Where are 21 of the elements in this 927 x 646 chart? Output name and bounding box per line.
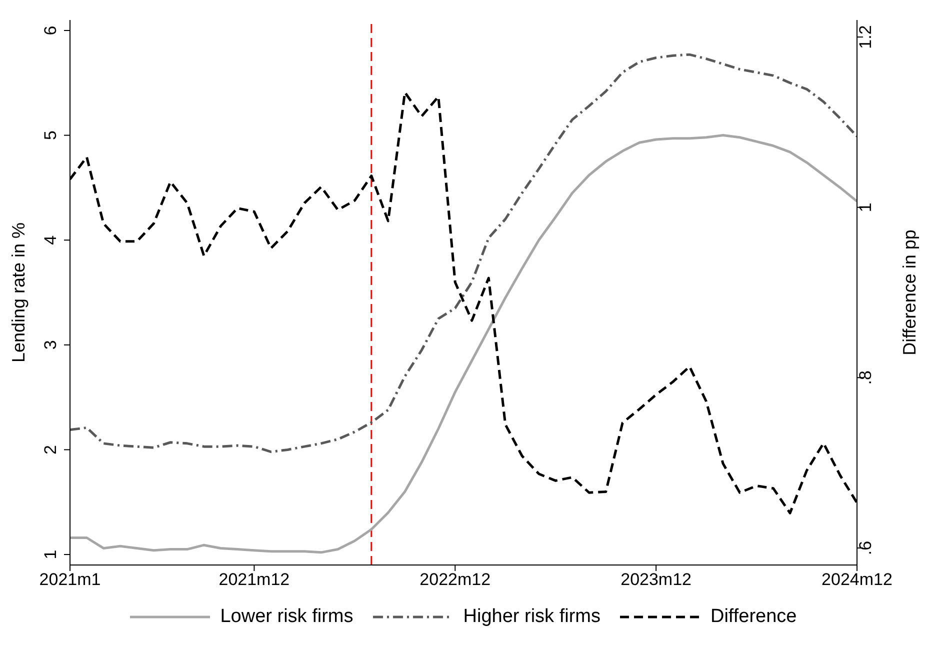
y-tick-label: 3 — [41, 340, 60, 350]
y-tick-label: 4 — [41, 235, 60, 245]
x-tick-label: 2021m1 — [39, 570, 101, 590]
y2-axis-title: Difference in pp — [899, 230, 920, 356]
y-tick-label: 6 — [41, 26, 60, 36]
y-axis-title: Lending rate in % — [8, 222, 28, 363]
y-tick-label: 5 — [41, 130, 60, 140]
y-tick-label: 1 — [41, 550, 60, 560]
y2-tick-label: 1.2 — [856, 25, 875, 49]
y2-tick-label: .8 — [856, 370, 875, 385]
legend-label: Difference — [710, 606, 797, 628]
x-tick-label: 2021m12 — [218, 570, 290, 590]
legend-label: Lower risk firms — [220, 606, 354, 628]
line-series — [70, 134, 857, 554]
x-tick-label: 2022m12 — [420, 570, 491, 590]
x-tick-label: 2024m12 — [822, 570, 892, 590]
line-series — [70, 53, 857, 454]
legend-label: Higher risk firms — [463, 606, 600, 628]
y2-tick-label: .6 — [856, 540, 875, 556]
x-tick-label: 2023m12 — [620, 570, 692, 590]
y-tick-label: 2 — [41, 444, 60, 454]
